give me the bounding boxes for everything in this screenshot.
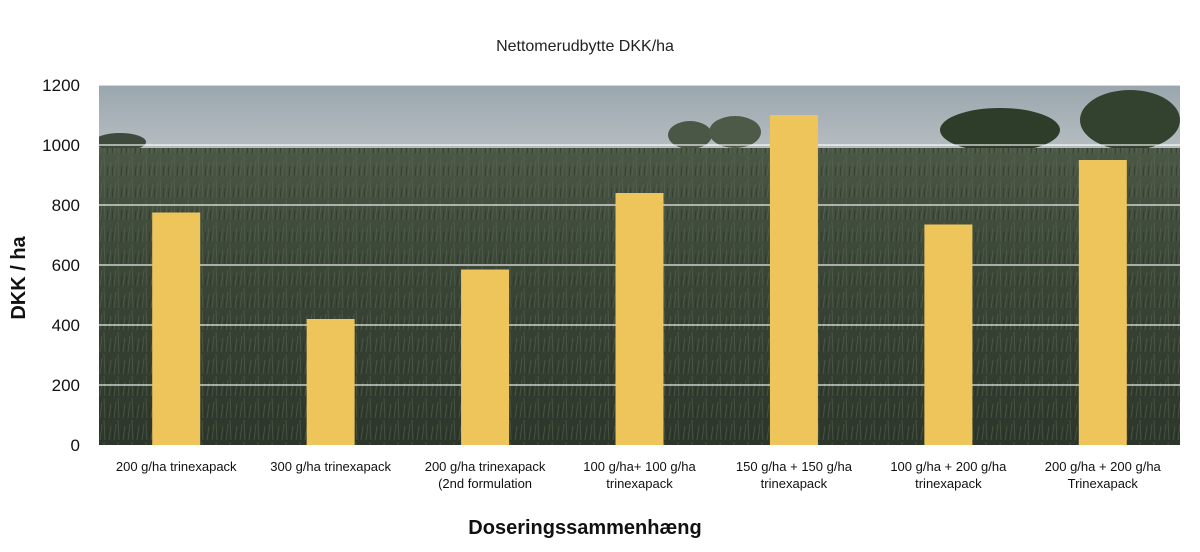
y-tick-label: 200 — [52, 376, 80, 395]
y-tick-label: 0 — [71, 436, 80, 455]
x-axis-categories: 200 g/ha trinexapack 300 g/ha trinexapack… — [116, 459, 1162, 491]
tree-icon — [709, 116, 761, 148]
x-category-label: 100 g/ha+ 100 g/ha trinexapack — [583, 459, 696, 491]
y-axis-label: DKK / ha — [8, 235, 30, 319]
bar — [615, 193, 664, 445]
y-tick-label: 1000 — [42, 136, 80, 155]
bars — [152, 115, 1127, 445]
x-category-label: 200 g/ha + 200 g/ha Trinexapack — [1045, 459, 1162, 491]
x-axis-label: Doseringssammenhæng — [468, 517, 701, 539]
y-tick-label: 400 — [52, 316, 80, 335]
bar — [306, 319, 355, 445]
tree-icon — [99, 133, 146, 151]
y-axis-ticks: 0 200 400 600 800 1000 1200 — [42, 76, 80, 455]
x-category-label: 200 g/ha trinexapack — [116, 459, 237, 474]
x-category-label: 150 g/ha + 150 g/ha trinexapack — [736, 459, 853, 491]
tree-icon — [668, 121, 712, 149]
x-category-label: 100 g/ha + 200 g/ha trinexapack — [890, 459, 1007, 491]
bar — [769, 115, 818, 445]
y-tick-label: 800 — [52, 196, 80, 215]
bar — [924, 224, 973, 445]
tree-icon — [940, 108, 1060, 152]
tree-icon — [1080, 90, 1180, 150]
y-tick-label: 600 — [52, 256, 80, 275]
bar — [1078, 160, 1127, 445]
gridlines — [99, 84, 1180, 386]
y-tick-label: 1200 — [42, 76, 80, 95]
x-category-label: 200 g/ha trinexapack (2nd formulation — [425, 459, 546, 491]
bar — [461, 269, 510, 445]
chart-title: Nettomerudbytte DKK/ha — [496, 38, 674, 55]
x-category-label: 300 g/ha trinexapack — [270, 459, 391, 474]
bar — [152, 212, 201, 445]
